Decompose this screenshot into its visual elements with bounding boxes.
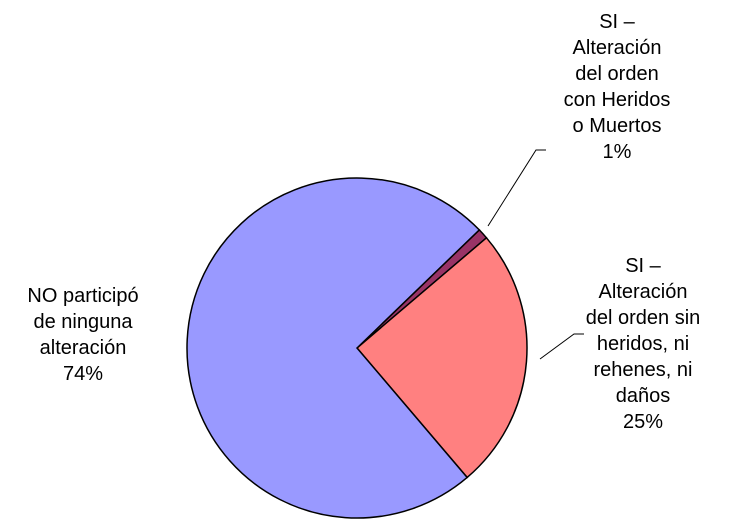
- leader-line: [539, 333, 584, 360]
- pie-slice: [186, 177, 481, 519]
- pie-slice: [355, 236, 528, 479]
- slice-label: SI – Alteración del orden sin heridos, n…: [584, 253, 702, 435]
- category-label: SI – Alteración del orden con Heridos o …: [563, 11, 671, 137]
- value-label: 74%: [62, 363, 104, 385]
- slice-label: NO participó de ninguna alteración 74%: [18, 283, 148, 387]
- category-label: SI – Alteración del orden sin heridos, n…: [585, 255, 701, 407]
- value-label: 25%: [622, 411, 664, 433]
- category-label: NO participó de ninguna alteración: [27, 285, 139, 359]
- value-label: 1%: [602, 141, 632, 163]
- slices: [186, 177, 528, 519]
- slice-label: SI – Alteración del orden con Heridos o …: [558, 9, 676, 165]
- leader-line: [487, 149, 546, 227]
